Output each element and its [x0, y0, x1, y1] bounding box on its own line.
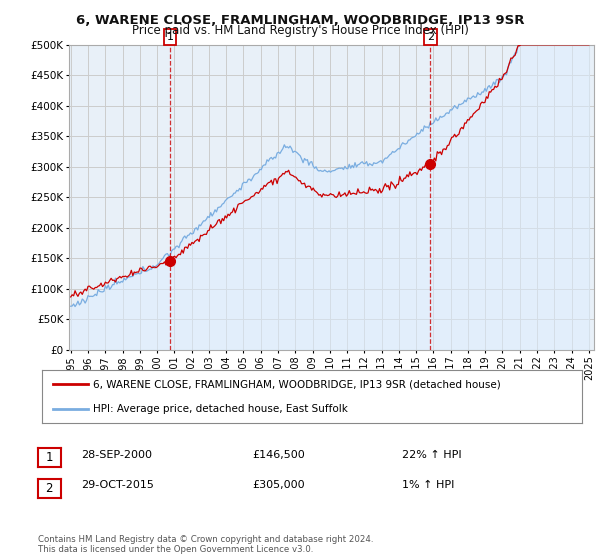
Text: 2: 2: [427, 32, 434, 42]
Text: 6, WARENE CLOSE, FRAMLINGHAM, WOODBRIDGE, IP13 9SR: 6, WARENE CLOSE, FRAMLINGHAM, WOODBRIDGE…: [76, 14, 524, 27]
Text: Price paid vs. HM Land Registry's House Price Index (HPI): Price paid vs. HM Land Registry's House …: [131, 24, 469, 37]
Text: 22% ↑ HPI: 22% ↑ HPI: [402, 450, 461, 460]
Text: £305,000: £305,000: [252, 480, 305, 491]
Text: 2: 2: [46, 482, 53, 495]
Text: 6, WARENE CLOSE, FRAMLINGHAM, WOODBRIDGE, IP13 9SR (detached house): 6, WARENE CLOSE, FRAMLINGHAM, WOODBRIDGE…: [94, 380, 501, 390]
Text: 1% ↑ HPI: 1% ↑ HPI: [402, 480, 454, 491]
Text: 1: 1: [167, 32, 173, 42]
Text: HPI: Average price, detached house, East Suffolk: HPI: Average price, detached house, East…: [94, 404, 348, 414]
Text: £146,500: £146,500: [252, 450, 305, 460]
Text: Contains HM Land Registry data © Crown copyright and database right 2024.
This d: Contains HM Land Registry data © Crown c…: [38, 535, 373, 554]
Text: 1: 1: [46, 451, 53, 464]
Text: 28-SEP-2000: 28-SEP-2000: [81, 450, 152, 460]
Text: 29-OCT-2015: 29-OCT-2015: [81, 480, 154, 491]
